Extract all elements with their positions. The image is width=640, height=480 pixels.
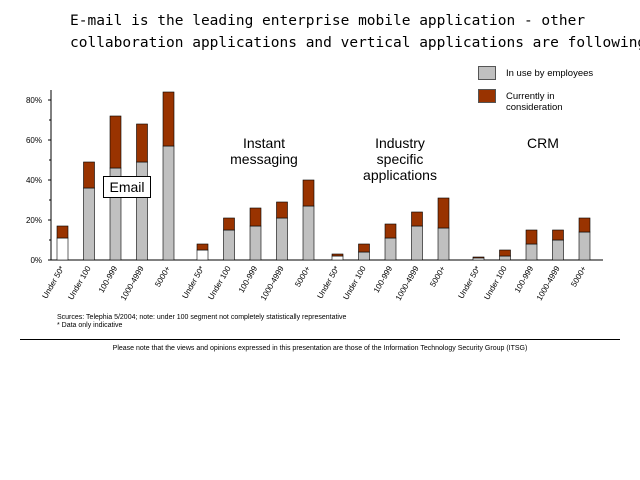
divider-line <box>20 339 620 340</box>
legend-label-consideration: Currently in consideration <box>506 91 563 113</box>
x-tick-label: 1000-4999 <box>535 264 562 302</box>
group-label-im-line-1: Instant <box>242 135 286 151</box>
y-tick-label: 20% <box>26 216 42 225</box>
bar-in-use <box>411 225 423 261</box>
x-tick-label: Under 100 <box>482 264 509 301</box>
x-tick-label: Under 100 <box>341 264 368 301</box>
group-label-industry: Industry specific applications <box>340 135 460 183</box>
bar-consideration <box>384 223 397 239</box>
group-label-im-line-2: messaging <box>230 151 298 167</box>
x-tick-label: 100-999 <box>97 264 120 294</box>
bar-consideration <box>331 253 344 257</box>
x-tick-label: Under 50* <box>315 265 341 301</box>
source-note: Scurces: Telephia 5/2004; note: under 10… <box>57 314 347 321</box>
bar-in-use <box>552 239 564 261</box>
legend-swatch-consideration <box>478 89 496 103</box>
group-label-industry-line-2: specific <box>376 151 424 167</box>
asterisk-note: * Data only indicative <box>57 322 123 329</box>
bar-consideration <box>437 197 450 229</box>
bar-in-use <box>499 255 511 261</box>
bar-consideration <box>525 229 538 245</box>
bar-consideration <box>472 256 485 259</box>
x-tick-label: Under 100 <box>206 264 233 301</box>
bar-consideration <box>552 229 564 241</box>
bar-consideration <box>196 243 209 251</box>
x-tick-label: 5000+ <box>293 264 312 288</box>
x-tick-label: Under 50* <box>456 265 482 301</box>
bar-consideration <box>223 217 235 231</box>
y-tick-label: 0% <box>30 256 42 265</box>
y-tick-label: 80% <box>26 96 42 105</box>
bar-consideration <box>83 161 95 189</box>
x-tick-label: 1000-4999 <box>394 264 421 302</box>
bar-consideration <box>302 179 315 207</box>
x-tick-label: 1000-4999 <box>119 264 146 302</box>
x-tick-label: Under 50* <box>40 265 66 301</box>
bar-in-use <box>525 243 538 261</box>
bar-in-use <box>56 237 69 261</box>
chart-title-line-2: collaboration applications and vertical … <box>70 35 640 51</box>
bar-consideration <box>499 249 511 257</box>
x-tick-label: Under 50* <box>180 265 206 301</box>
bar-consideration <box>109 115 122 169</box>
y-tick-label: 60% <box>26 136 42 145</box>
bar-consideration <box>162 91 175 147</box>
bar-consideration <box>411 211 423 227</box>
group-label-instant-messaging: Instant messaging <box>214 135 314 167</box>
bar-in-use <box>358 251 370 261</box>
x-tick-label: Under 100 <box>66 264 93 301</box>
bar-in-use <box>437 227 450 261</box>
bar-in-use <box>196 249 209 261</box>
legend-swatch-in-use <box>478 66 496 80</box>
bar-in-use <box>162 145 175 261</box>
group-label-email: Email <box>103 176 151 198</box>
disclaimer-text: Please note that the views and opinions … <box>112 345 528 352</box>
bar-consideration <box>358 243 370 253</box>
y-tick-label: 40% <box>26 176 42 185</box>
group-label-industry-line-3: applications <box>363 167 437 183</box>
bar-consideration <box>136 123 148 163</box>
x-tick-label: 100-999 <box>237 264 260 294</box>
bar-in-use <box>276 217 288 261</box>
bar-consideration <box>578 217 591 233</box>
chart-title-line-1: E-mail is the leading enterprise mobile … <box>70 13 586 29</box>
group-label-industry-line-1: Industry <box>375 135 425 151</box>
x-tick-label: 1000-4999 <box>259 264 286 302</box>
x-tick-label: 100-999 <box>513 264 536 294</box>
bar-in-use <box>331 255 344 261</box>
group-label-crm: CRM <box>527 135 559 151</box>
bar-in-use <box>384 237 397 261</box>
bar-consideration <box>276 201 288 219</box>
bar-in-use <box>249 225 262 261</box>
x-tick-label: 5000+ <box>428 264 447 288</box>
x-tick-label: 100-999 <box>372 264 395 294</box>
legend-label-in-use: In use by employees <box>506 68 594 79</box>
bar-in-use <box>302 205 315 261</box>
bar-consideration <box>56 225 69 239</box>
chart-canvas: 0%20%40%60%80%Under 50* Under 100 100-999 1… <box>26 90 603 302</box>
bar-in-use <box>578 231 591 261</box>
bar-in-use <box>83 187 95 261</box>
bar-consideration <box>249 207 262 227</box>
x-tick-label: 5000+ <box>153 264 172 288</box>
bar-in-use <box>223 229 235 261</box>
x-tick-label: 5000+ <box>569 264 588 288</box>
chart-title: E-mail is the leading enterprise mobile … <box>70 10 640 54</box>
